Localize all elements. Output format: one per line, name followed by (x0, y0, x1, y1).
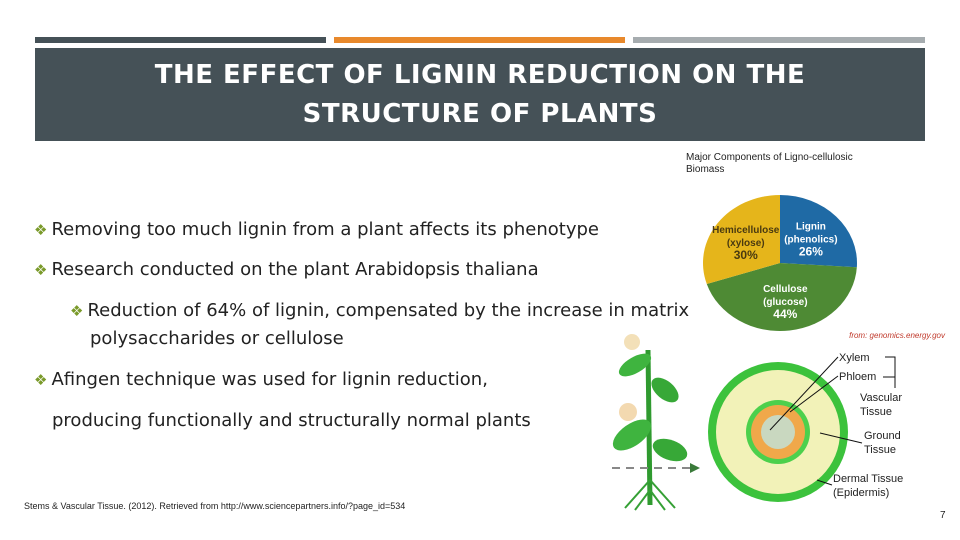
bullet-4: ❖ Afingen technique was used for lignin r… (34, 366, 488, 394)
diamond-bullet-icon: ❖ (70, 302, 84, 320)
pie-label: 44% (773, 307, 797, 321)
pie-label: 30% (734, 248, 758, 262)
diamond-bullet-icon: ❖ (34, 221, 48, 239)
citation: Stems & Vascular Tissue. (2012). Retriev… (24, 501, 406, 511)
title-line-2: STRUCTURE OF PLANTS (302, 99, 658, 129)
diamond-bullet-icon: ❖ (34, 371, 48, 389)
pie-label: Lignin (796, 221, 826, 232)
pie-label: Hemicellulose (712, 225, 780, 236)
bullet-3: ❖ Reduction of 64% of lignin, compensated… (70, 297, 689, 353)
bullet-continuation: polysaccharides or cellulose (90, 328, 344, 349)
label-vascular-tissue: Tissue (860, 406, 892, 418)
chart-title-line2: Biomass (686, 164, 724, 175)
biomass-pie-chart: Major Components of Ligno-cellulosic Bio… (686, 152, 946, 340)
chart-source: from: genomics.energy.gov (849, 331, 946, 340)
stem-cross-section (708, 362, 848, 502)
pie-label: Cellulose (763, 284, 808, 295)
slide-title: THE EFFECT OF LIGNIN REDUCTION ON THE ST… (35, 48, 925, 141)
bullet-text: producing functionally and structurally … (52, 410, 531, 431)
pie-slice-cellulose (706, 263, 857, 331)
header-bar-orange (334, 37, 625, 43)
label-ground-tissue: Tissue (864, 444, 896, 456)
label-ground: Ground (864, 430, 901, 442)
bullet-text: Reduction of 64% of lignin, compensated … (87, 300, 690, 321)
header-bar-dark (35, 37, 326, 43)
bullet-2: ❖ Research conducted on the plant Arabido… (34, 256, 539, 284)
label-dermal-tissue: Dermal Tissue (833, 473, 903, 485)
bullet-text: Afingen technique was used for lignin re… (51, 369, 488, 390)
bullet-1: ❖ Removing too much lignin from a plant a… (34, 216, 599, 244)
pie-label: (glucose) (763, 297, 807, 308)
bullet-5: producing functionally and structurally … (52, 407, 531, 435)
pie-label: (xylose) (727, 238, 765, 249)
label-xylem: Xylem (839, 352, 870, 364)
header-bar-gray (633, 37, 925, 43)
chart-title-line1: Major Components of Ligno-cellulosic (686, 152, 853, 163)
label-vascular: Vascular (860, 392, 902, 404)
label-epidermis: (Epidermis) (833, 487, 889, 499)
pie-slice-hemicellulose (703, 195, 780, 285)
plant-illustration (612, 334, 700, 511)
diamond-bullet-icon: ❖ (34, 261, 48, 279)
label-phloem: Phloem (839, 371, 876, 383)
stem-diagram: Xylem Phloem Vascular Tissue Ground Tiss… (612, 334, 903, 511)
pie-label: 26% (799, 244, 823, 258)
pie-label: (phenolics) (784, 234, 837, 245)
bullet-text: Removing too much lignin from a plant af… (51, 219, 599, 240)
title-line-1: THE EFFECT OF LIGNIN REDUCTION ON THE (154, 60, 806, 90)
bullet-text: Research conducted on the plant Arabidop… (51, 259, 539, 280)
page-number: 7 (940, 510, 946, 521)
pie-slice-lignin (780, 195, 857, 268)
